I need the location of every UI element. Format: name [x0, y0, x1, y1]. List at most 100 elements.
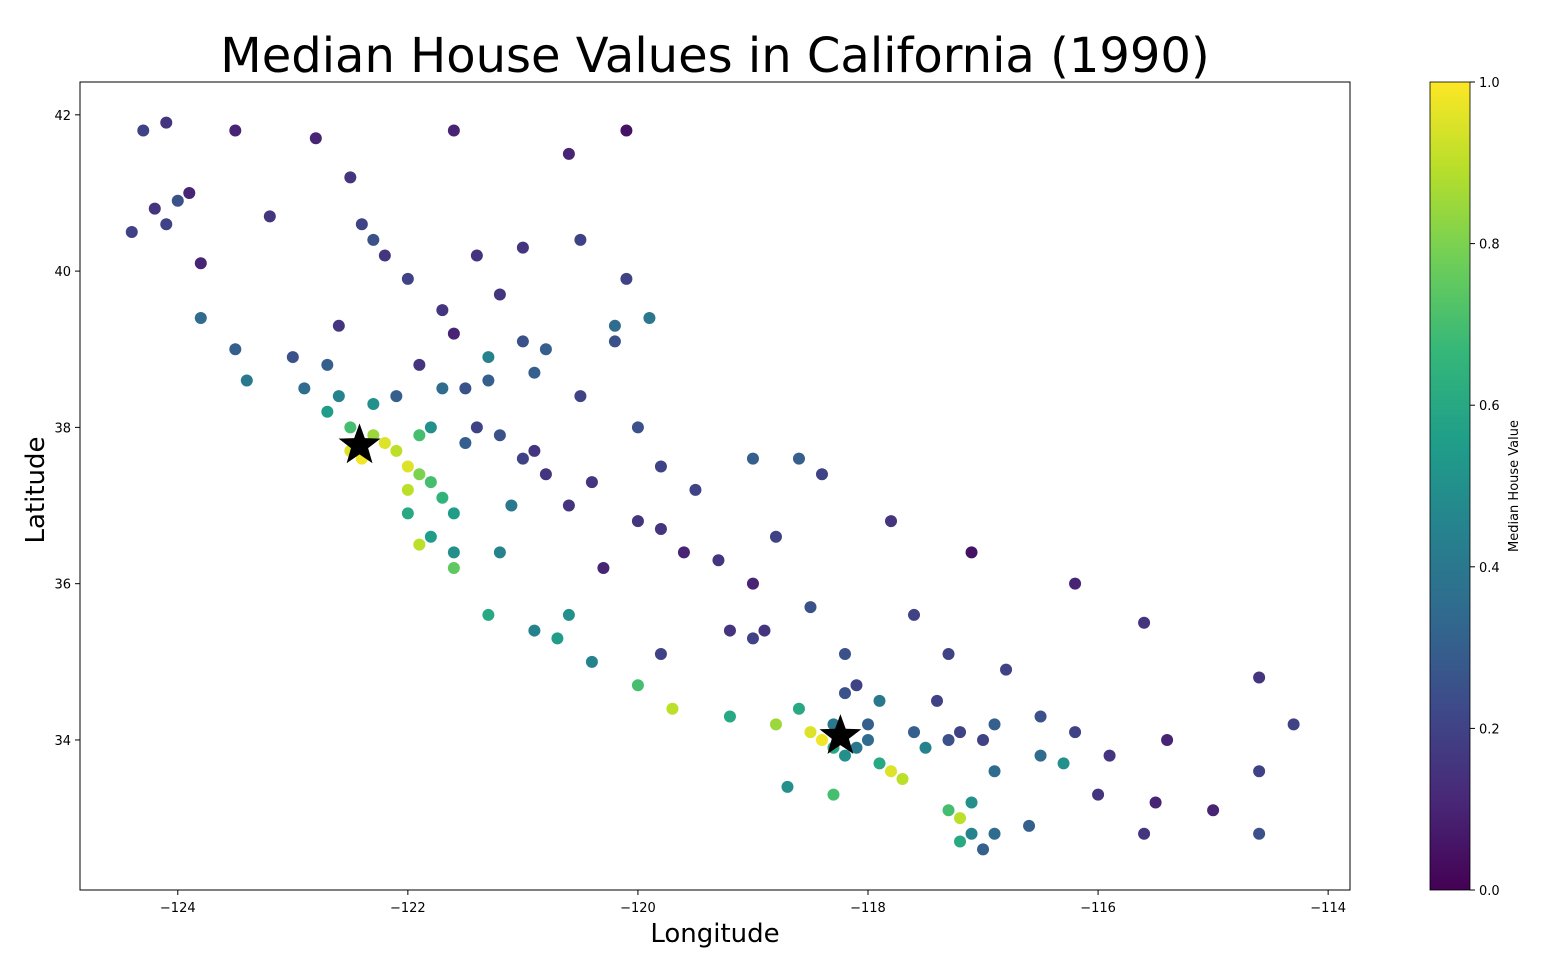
- point: [1138, 827, 1151, 840]
- point: [125, 226, 138, 239]
- point: [896, 773, 909, 786]
- point: [781, 780, 794, 793]
- point: [631, 515, 644, 528]
- point: [551, 632, 564, 645]
- point: [838, 687, 851, 700]
- point: [378, 437, 391, 450]
- point: [160, 116, 173, 129]
- point: [1253, 765, 1266, 778]
- point: [562, 147, 575, 160]
- colorbar-tick-label: 0.4: [1479, 561, 1500, 576]
- x-tick-label: −114: [1310, 901, 1346, 916]
- point: [424, 476, 437, 489]
- point: [804, 601, 817, 614]
- point: [516, 452, 529, 465]
- point: [574, 390, 587, 403]
- point: [769, 530, 782, 543]
- point: [401, 507, 414, 520]
- point: [988, 765, 1001, 778]
- point: [1287, 718, 1300, 731]
- points: [125, 116, 1300, 856]
- point: [436, 382, 449, 395]
- point: [723, 710, 736, 723]
- point: [1057, 757, 1070, 770]
- point: [792, 702, 805, 715]
- point: [631, 679, 644, 692]
- point: [447, 562, 460, 575]
- point: [413, 358, 426, 371]
- x-tick-label: −116: [1080, 901, 1116, 916]
- point: [666, 702, 679, 715]
- point: [677, 546, 690, 559]
- highlight-star: [338, 423, 381, 464]
- x-tick-label: −124: [160, 901, 196, 916]
- point: [850, 741, 863, 754]
- point: [309, 132, 322, 145]
- point: [436, 304, 449, 317]
- point: [758, 624, 771, 637]
- point: [528, 444, 541, 457]
- point: [194, 311, 207, 324]
- point: [470, 421, 483, 434]
- point: [977, 843, 990, 856]
- point: [769, 718, 782, 731]
- point: [815, 468, 828, 481]
- colorbar-tick-label: 1.0: [1479, 76, 1500, 91]
- colorbar: [1429, 81, 1471, 891]
- point: [401, 460, 414, 473]
- point: [1034, 749, 1047, 762]
- colorbar-tick-label: 0.6: [1479, 399, 1500, 414]
- point: [493, 429, 506, 442]
- point: [447, 327, 460, 340]
- point: [838, 749, 851, 762]
- point: [367, 429, 380, 442]
- point: [240, 374, 253, 387]
- point: [298, 382, 311, 395]
- point: [505, 499, 518, 512]
- y-tick-label: 38: [54, 421, 71, 436]
- point: [390, 444, 403, 457]
- point: [908, 608, 921, 621]
- point: [482, 374, 495, 387]
- chart-title: Median House Values in California (1990): [220, 28, 1209, 84]
- colorbar-tick-label: 0.2: [1479, 722, 1500, 737]
- point: [1092, 788, 1105, 801]
- point: [1000, 663, 1013, 676]
- point: [401, 483, 414, 496]
- point: [171, 194, 184, 207]
- y-tick-label: 34: [54, 734, 71, 749]
- point: [148, 202, 161, 215]
- colorbar-tick-label: 0.0: [1479, 884, 1500, 899]
- point: [804, 726, 817, 739]
- point: [977, 733, 990, 746]
- y-tick-label: 40: [54, 265, 71, 280]
- point: [942, 804, 955, 817]
- point: [585, 655, 598, 668]
- point: [631, 421, 644, 434]
- point: [919, 741, 932, 754]
- point: [1138, 616, 1151, 629]
- point: [1149, 796, 1162, 809]
- point: [183, 186, 196, 199]
- point: [1069, 577, 1082, 590]
- point: [1069, 726, 1082, 739]
- point: [712, 554, 725, 567]
- point: [390, 390, 403, 403]
- point: [838, 648, 851, 661]
- x-axis-label: Longitude: [650, 919, 779, 949]
- point: [654, 648, 667, 661]
- point: [1103, 749, 1116, 762]
- point: [873, 694, 886, 707]
- point: [447, 507, 460, 520]
- y-axis-label: Latitude: [21, 436, 51, 543]
- point: [413, 468, 426, 481]
- point: [965, 827, 978, 840]
- x-tick-label: −122: [390, 901, 426, 916]
- point: [344, 171, 357, 184]
- point: [988, 827, 1001, 840]
- point: [482, 608, 495, 621]
- point: [827, 788, 840, 801]
- point: [424, 530, 437, 543]
- point: [539, 468, 552, 481]
